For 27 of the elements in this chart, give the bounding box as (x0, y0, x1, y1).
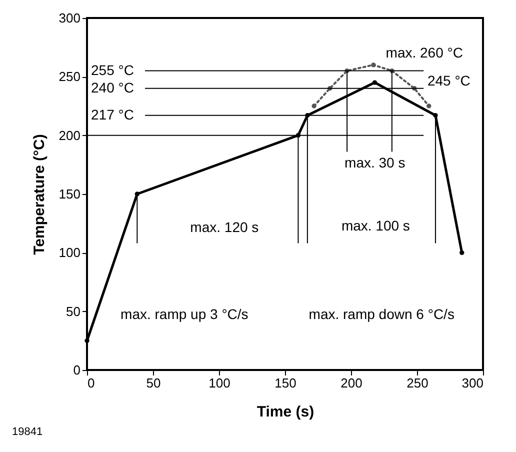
annotation: max. ramp up 3 °C/s (120, 306, 248, 322)
x-tick-label: 50 (146, 376, 161, 390)
x-tick-label: 0 (88, 376, 95, 390)
ref-line-label: 255 °C (91, 62, 134, 78)
x-tick-label: 150 (274, 376, 296, 390)
x-tick-label: 100 (208, 376, 230, 390)
y-tick-label: 250 (58, 69, 80, 84)
y-tick-label: 0 (73, 362, 80, 378)
y-tick-label: 50 (66, 304, 80, 319)
annotation: max. 100 s (341, 217, 410, 234)
y-tick-label: 200 (58, 128, 80, 143)
x-tick-label: 200 (340, 376, 362, 390)
annotation: 245 °C (427, 72, 470, 89)
y-tick-label: 300 (58, 10, 80, 26)
x-axis-title: Time (s) (256, 404, 314, 420)
x-tick-label: 300 (462, 376, 484, 390)
y-tick-label: 150 (58, 186, 80, 202)
x-tick-label: 250 (406, 376, 428, 390)
text: 19841 (12, 426, 43, 438)
annotation: max. 260 °C (386, 44, 463, 61)
ref-line-label: 240 °C (91, 79, 134, 96)
y-tick-label: 100 (58, 245, 80, 260)
annotation: max. ramp down 6 °C/s (308, 306, 454, 322)
ref-line-label: 217 °C (91, 106, 134, 122)
annotation: max. 120 s (190, 219, 259, 236)
annotation: max. 30 s (344, 154, 406, 171)
y-axis-title: Temperature (°C) (30, 134, 48, 255)
